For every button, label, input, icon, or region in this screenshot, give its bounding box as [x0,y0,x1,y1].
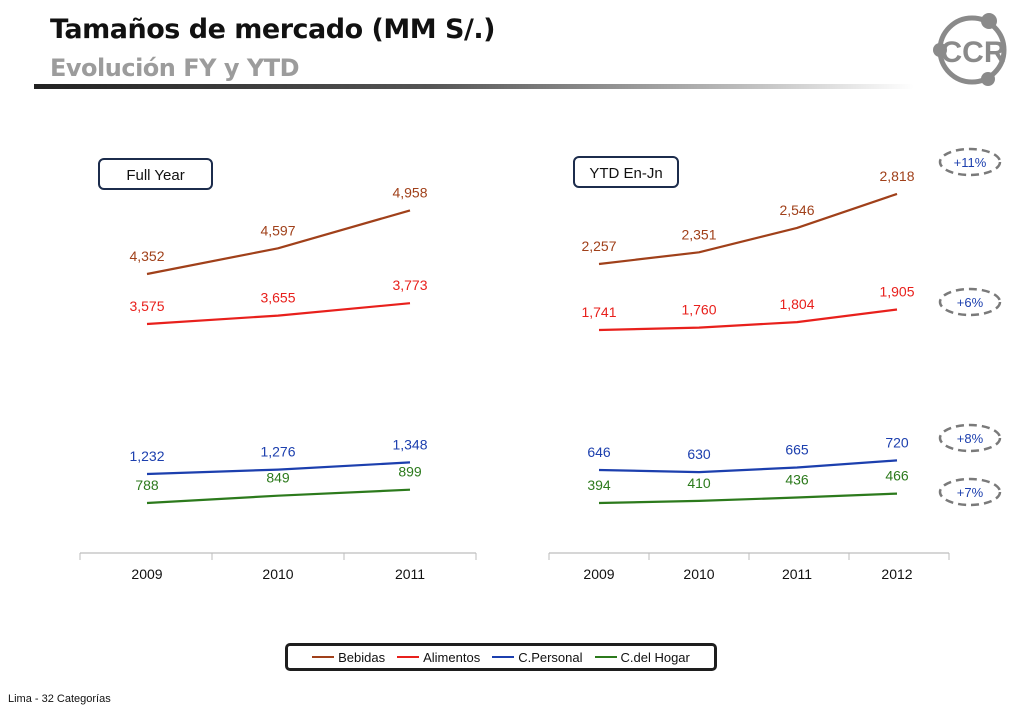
ytd-data-label-c-personal: 720 [885,434,909,450]
full-year-series-line-bebidas [146,209,411,276]
legend-item-bebidas: Bebidas [312,650,385,665]
ytd-data-label-alimentos: 1,741 [581,304,616,320]
full-year-x-tick-label: 2009 [131,566,162,582]
legend-item-c-personal: C.Personal [492,649,583,665]
page-subtitle: Evolución FY y YTD [50,54,300,82]
full-year-x-tick-label: 2011 [395,566,425,582]
ytd-x-tick-label: 2012 [881,566,912,582]
full-year-data-label-c-del-hogar: 899 [398,464,422,480]
growth-badge-label-bebidas: +11% [954,155,987,170]
legend-label: Alimentos [423,649,481,665]
logo-text: CCR [941,36,1006,69]
ytd-data-label-bebidas: 2,351 [681,226,716,242]
ytd-data-label-c-personal: 665 [785,442,809,458]
ytd-data-label-alimentos: 1,804 [779,296,814,312]
growth-badge-label-alimentos: +6% [957,295,984,310]
full-year-data-label-c-del-hogar: 788 [135,477,159,493]
growth-badge-c-del-hogar [938,477,1002,507]
full-year-series-line-c-del-hogar [146,488,411,505]
full-year-data-label-alimentos: 3,575 [129,298,164,314]
growth-badge-label-c-personal: +8% [957,431,984,446]
ytd-data-label-bebidas: 2,818 [879,168,914,184]
full-year-data-label-bebidas: 4,352 [129,248,164,264]
full-year-data-label-c-personal: 1,232 [129,448,164,464]
full-year-data-label-c-personal: 1,348 [392,436,427,452]
growth-badge-alimentos [938,287,1002,317]
page-title: Tamaños de mercado (MM S/.) [50,14,495,45]
ytd-x-tick-label: 2010 [683,566,714,582]
chart-title-ytd: YTD En-Jn [573,156,679,188]
legend-label: Bebidas [338,649,386,665]
full-year-data-label-alimentos: 3,655 [260,290,295,306]
ytd-data-label-alimentos: 1,760 [681,302,716,318]
legend-item-alimentos: Alimentos [397,650,480,665]
title-underline [34,84,914,89]
legend-swatch [397,656,420,658]
ytd-data-label-c-personal: 630 [687,446,711,462]
ytd-series-line-alimentos [598,308,898,332]
full-year-data-label-c-del-hogar: 849 [266,470,290,486]
ytd-x-tick-label: 2009 [583,566,614,582]
ytd-series-line-c-personal [598,459,898,474]
ytd-data-label-c-del-hogar: 410 [687,475,711,491]
legend-swatch [492,656,515,658]
ytd-data-label-bebidas: 2,546 [779,202,814,218]
footnote: Lima - 32 Categorías [8,693,111,705]
legend-label: C.Personal [518,649,583,665]
growth-badge-c-personal [938,423,1002,453]
ytd-data-label-c-del-hogar: 466 [885,468,909,484]
full-year-data-label-c-personal: 1,276 [260,444,295,460]
growth-badge-label-c-del-hogar: +7% [957,485,984,500]
growth-badge-bebidas [938,147,1002,177]
ytd-data-label-c-del-hogar: 436 [785,472,809,488]
legend-swatch [594,656,617,658]
ytd-series-line-c-del-hogar [598,492,898,505]
full-year-data-label-alimentos: 3,773 [392,277,427,293]
legend-item-c-del-hogar: C.del Hogar [594,649,690,665]
ytd-data-label-alimentos: 1,905 [879,284,914,300]
ytd-data-label-bebidas: 2,257 [581,238,616,254]
chart-title-full-year: Full Year [98,158,213,190]
legend-swatch [312,656,335,658]
full-year-data-label-bebidas: 4,958 [392,184,427,200]
ytd-data-label-c-personal: 646 [587,444,611,460]
full-year-data-label-bebidas: 4,597 [260,222,295,238]
chart-legend: Bebidas Alimentos C.Personal C.del Hogar [285,643,717,671]
ytd-series-line-bebidas [598,192,898,266]
ytd-data-label-c-del-hogar: 394 [587,477,611,493]
full-year-series-line-alimentos [146,302,411,326]
full-year-x-tick-label: 2010 [262,566,293,582]
ytd-x-tick-label: 2011 [782,566,812,582]
ccr-logo-icon: CCR [933,13,1007,86]
legend-label: C.del Hogar [620,649,690,665]
